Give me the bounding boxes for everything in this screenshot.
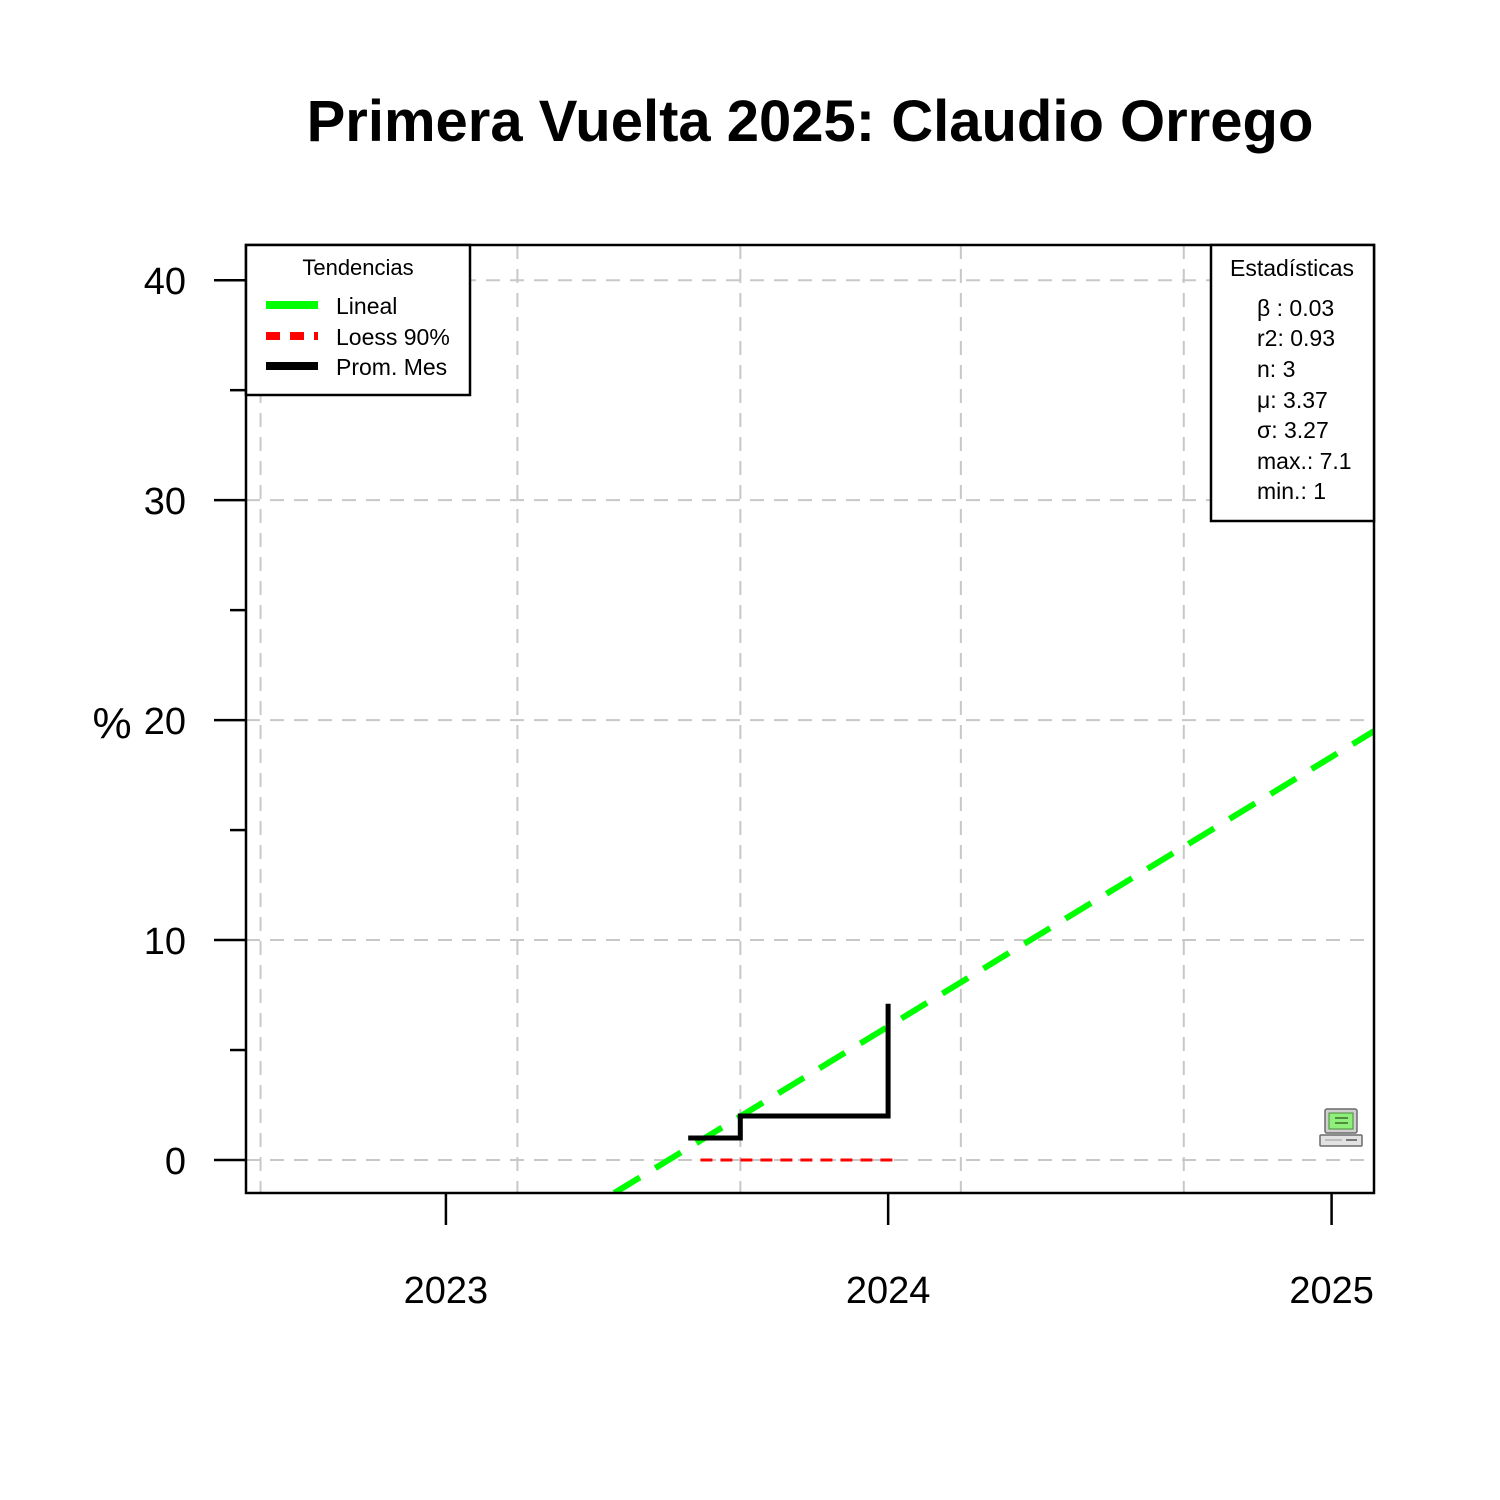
y-axis-label: % — [92, 699, 131, 748]
stats-title: Estadísticas — [1230, 255, 1354, 281]
legend-label-loess: Loess 90% — [336, 324, 450, 350]
legend-label-prom-mes: Prom. Mes — [336, 354, 447, 380]
stat-line: β : 0.03 — [1257, 295, 1334, 321]
x-tick-label: 2024 — [846, 1270, 931, 1312]
stat-line: μ: 3.37 — [1257, 387, 1328, 413]
x-tick-label: 2023 — [404, 1270, 489, 1312]
legend-box: Tendencias Lineal Loess 90% Prom. Mes — [244, 243, 472, 397]
y-tick-label: 10 — [144, 921, 186, 963]
series-layer — [612, 728, 1374, 1193]
stat-line: n: 3 — [1257, 356, 1295, 382]
y-tick-label: 0 — [165, 1141, 186, 1183]
computer-icon — [1319, 1108, 1363, 1147]
legend-title: Tendencias — [302, 255, 413, 280]
grid — [246, 245, 1374, 1193]
stat-line: min.: 1 — [1257, 478, 1326, 504]
stat-line: σ: 3.27 — [1257, 417, 1329, 443]
x-axis: 2023 2024 2025 — [404, 1193, 1374, 1312]
y-axis: 0 10 20 30 40 — [144, 261, 246, 1183]
y-tick-label: 40 — [144, 261, 186, 303]
stats-box: Estadísticas β : 0.03 r2: 0.93 n: 3 μ: 3… — [1209, 243, 1376, 523]
y-tick-label: 20 — [144, 701, 186, 743]
series-line-prom-mes — [688, 1003, 891, 1141]
stat-line: max.: 7.1 — [1257, 448, 1352, 474]
legend-label-lineal: Lineal — [336, 293, 397, 319]
chart-title: Primera Vuelta 2025: Claudio Orrego — [306, 89, 1314, 154]
stat-line: r2: 0.93 — [1257, 325, 1335, 351]
x-tick-label: 2025 — [1289, 1270, 1374, 1312]
series-line-lineal — [612, 728, 1374, 1193]
y-tick-label: 30 — [144, 481, 186, 523]
